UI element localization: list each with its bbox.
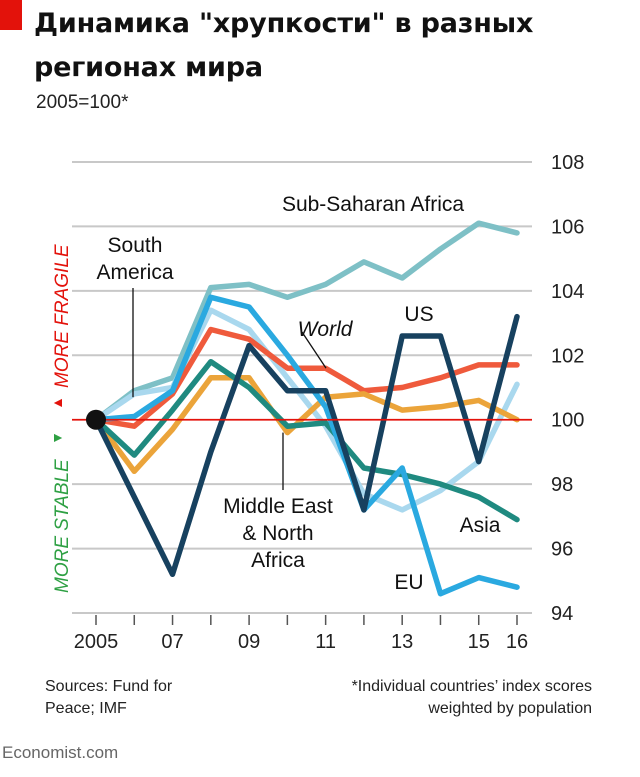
series-label-south-america: South America <box>96 234 173 284</box>
x-tick-label-2005: 2005 <box>74 631 119 653</box>
series-line-eu <box>93 294 520 597</box>
series-label-line: Middle East <box>223 495 333 518</box>
y-tick-label-102: 102 <box>551 345 584 367</box>
series-line-middle-east-north-africa <box>93 375 520 475</box>
series-label-line: Sub-Saharan Africa <box>282 193 464 216</box>
x-tick-label-13: 13 <box>391 631 413 653</box>
leader-line-2 <box>301 331 327 369</box>
stable-arrow-icon: ▼ <box>49 431 65 445</box>
label-leaders <box>132 288 327 490</box>
x-tick-label-07: 07 <box>161 631 183 653</box>
series-label-line: EU <box>394 571 423 594</box>
x-axis: 2005 07 09 11 13 15 16 <box>74 615 528 653</box>
direction-labels: ▲ MORE FRAGILE ▼ MORE STABLE <box>49 244 73 593</box>
series-label-eu: EU <box>394 571 423 594</box>
series-label-line: & North <box>242 522 313 545</box>
series-label-line: World <box>298 318 354 341</box>
series-label-world: World <box>298 318 354 341</box>
series-line-asia <box>93 358 520 523</box>
x-tick-label-16: 16 <box>506 631 528 653</box>
x-tick-label-15: 15 <box>468 631 490 653</box>
series-label-asia: Asia <box>460 514 501 537</box>
brand-red-bar <box>0 0 22 30</box>
series-label-line: Asia <box>460 514 501 537</box>
chart-subtitle: 2005=100* <box>36 92 129 113</box>
more-fragile-label: MORE FRAGILE <box>52 244 73 388</box>
origin-dot <box>86 409 106 430</box>
y-tick-label-100: 100 <box>551 410 584 432</box>
series-label-middle-east-north-africa: Middle East & North Africa <box>223 495 333 572</box>
footnote: *Individual countries’ index scores weig… <box>351 678 592 717</box>
brand-logo-text: Economist.com <box>2 743 119 762</box>
y-axis: 94 96 98 100 102 104 106 108 <box>551 152 584 625</box>
sources-note: Sources: Fund for Peace; IMF <box>45 678 173 717</box>
series-label-line: US <box>404 303 433 326</box>
series-label-line: South <box>108 234 163 257</box>
y-tick-label-106: 106 <box>551 216 584 238</box>
y-tick-label-98: 98 <box>551 474 573 496</box>
chart-title: Динамика "хрупкости" в разных регионах м… <box>34 8 534 83</box>
series-lines <box>93 220 520 597</box>
series-label-us: US <box>404 303 433 326</box>
series-line-us <box>93 313 520 578</box>
series-label-line: Africa <box>251 549 305 572</box>
fragile-arrow-icon: ▲ <box>49 396 65 410</box>
y-tick-label-108: 108 <box>551 152 584 174</box>
x-tick-label-09: 09 <box>238 631 260 653</box>
x-tick-label-11: 11 <box>315 631 336 653</box>
more-stable-label: MORE STABLE <box>52 459 73 593</box>
series-label-line: America <box>96 261 173 284</box>
y-tick-label-94: 94 <box>551 603 573 625</box>
y-tick-label-96: 96 <box>551 539 573 561</box>
series-labels: Sub-Saharan Africa South America World Middl… <box>96 193 500 594</box>
series-line-sub-saharan-africa <box>93 220 520 423</box>
series-line-world <box>93 326 520 429</box>
series-label-sub-saharan-africa: Sub-Saharan Africa <box>282 193 464 216</box>
y-tick-label-104: 104 <box>551 281 584 303</box>
